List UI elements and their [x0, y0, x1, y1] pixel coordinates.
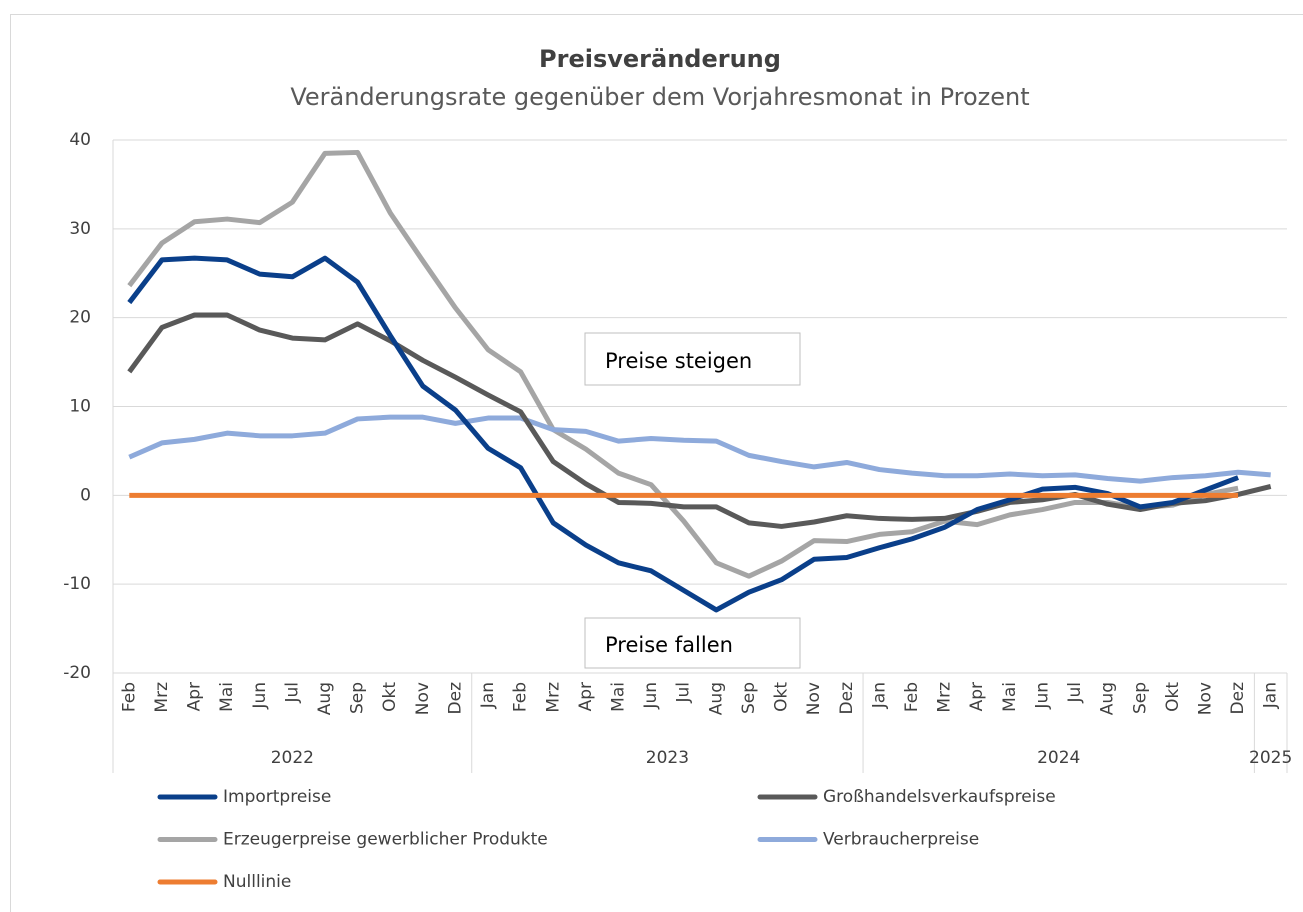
x-tick-label: Feb [119, 682, 139, 712]
series-line [127, 149, 1239, 579]
y-tick-label: -20 [63, 663, 91, 683]
annotation: Preise fallen [605, 633, 733, 657]
x-tick-label: Feb [902, 682, 922, 712]
x-tick-label: Jun [641, 682, 661, 710]
x-tick-label: Dez [837, 682, 857, 715]
x-tick-label: Jul [674, 682, 694, 704]
legend-label: Nulllinie [223, 872, 291, 892]
annotation-box [584, 617, 801, 669]
x-tick-label: Feb [511, 682, 531, 712]
y-tick-label: 10 [69, 397, 91, 417]
x-tick-label: Sep [348, 682, 368, 714]
series-line [128, 414, 1271, 484]
x-tick-label: Mrz [152, 682, 172, 713]
x-tick-label: Aug [706, 682, 726, 715]
x-tick-label: Apr [185, 682, 205, 711]
x-tick-label: Jul [1065, 682, 1085, 704]
x-group-label: 2025 [1249, 748, 1292, 768]
legend-label: Verbraucherpreise [823, 830, 979, 850]
chart-title: Preisveränderung [539, 45, 781, 73]
x-tick-label: Aug [315, 682, 335, 715]
x-tick-label: Jul [282, 682, 302, 704]
chart-subtitle: Veränderungsrate gegenüber dem Vorjahres… [290, 83, 1029, 111]
y-tick-label: 0 [80, 485, 91, 505]
x-group-label: 2023 [646, 748, 689, 768]
y-tick-label: 40 [69, 130, 91, 150]
x-tick-label: Dez [1228, 682, 1248, 715]
x-tick-label: Okt [772, 682, 792, 712]
x-tick-label: Sep [1130, 682, 1150, 714]
x-tick-label: Jun [250, 682, 270, 710]
x-tick-label: Jun [1032, 682, 1052, 710]
x-tick-label: Sep [739, 682, 759, 714]
y-tick-label: 20 [69, 308, 91, 328]
x-tick-label: Nov [804, 682, 824, 715]
x-tick-label: Mai [1000, 682, 1020, 712]
x-tick-label: Mrz [935, 682, 955, 713]
legend-label: Erzeugerpreise gewerblicher Produkte [223, 830, 548, 850]
x-tick-label: Mai [217, 682, 237, 712]
annotation: Preise steigen [605, 349, 752, 373]
x-tick-label: Apr [967, 682, 987, 711]
legend-label: Großhandelsverkaufspreise [823, 787, 1056, 807]
x-tick-label: Jan [1261, 682, 1281, 709]
chart-border [10, 14, 1303, 912]
x-group-label: 2022 [271, 748, 314, 768]
x-tick-label: Apr [576, 682, 596, 711]
x-group-label: 2024 [1037, 748, 1080, 768]
series-line [127, 255, 1239, 613]
x-tick-label: Dez [445, 682, 465, 715]
x-tick-label: Jan [869, 682, 889, 709]
x-tick-label: Nov [1195, 682, 1215, 715]
x-tick-label: Jan [478, 682, 498, 709]
y-tick-label: -10 [63, 574, 91, 594]
x-tick-label: Mrz [543, 682, 563, 713]
y-tick-label: 30 [69, 219, 91, 239]
x-tick-label: Mai [608, 682, 628, 712]
annotation-box [584, 332, 801, 386]
x-tick-label: Nov [413, 682, 433, 715]
x-tick-label: Okt [1163, 682, 1183, 712]
x-tick-label: Okt [380, 682, 400, 712]
legend-label: Importpreise [223, 787, 331, 807]
x-tick-label: Aug [1098, 682, 1118, 715]
